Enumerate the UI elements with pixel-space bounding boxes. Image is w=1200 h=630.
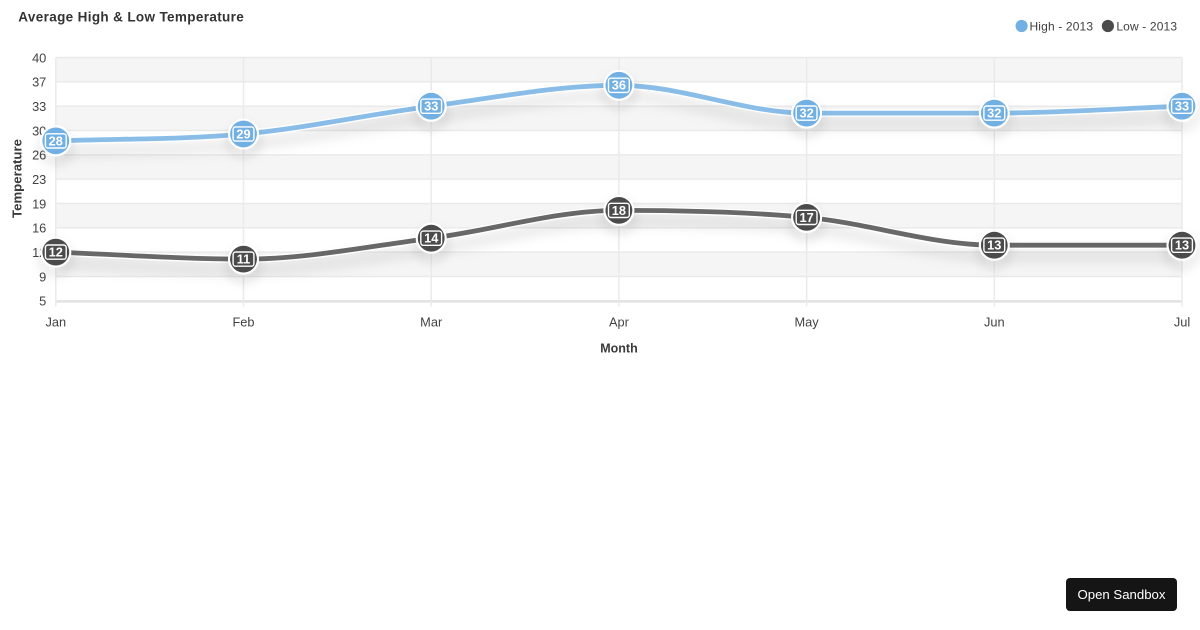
svg-text:18: 18	[612, 203, 626, 218]
svg-text:29: 29	[236, 126, 250, 141]
svg-text:33: 33	[1175, 99, 1189, 114]
svg-text:11: 11	[237, 252, 251, 267]
svg-text:Jun: Jun	[984, 314, 1005, 329]
svg-text:33: 33	[32, 99, 46, 114]
svg-text:14: 14	[424, 231, 439, 246]
svg-text:High - 2013: High - 2013	[1029, 20, 1093, 34]
svg-text:28: 28	[49, 133, 63, 148]
svg-text:Feb: Feb	[232, 314, 254, 329]
svg-text:13: 13	[1175, 238, 1189, 253]
svg-text:Apr: Apr	[609, 314, 630, 329]
svg-text:23: 23	[32, 172, 46, 187]
svg-text:Month: Month	[600, 342, 637, 356]
svg-text:Low - 2013: Low - 2013	[1116, 20, 1177, 34]
svg-text:17: 17	[799, 210, 813, 225]
svg-text:33: 33	[424, 99, 438, 114]
svg-text:32: 32	[987, 106, 1001, 121]
svg-text:36: 36	[612, 78, 626, 93]
svg-text:5: 5	[39, 294, 46, 309]
svg-text:12: 12	[49, 245, 63, 260]
svg-text:16: 16	[32, 221, 46, 236]
svg-text:26: 26	[32, 148, 46, 163]
svg-text:32: 32	[799, 106, 813, 121]
svg-text:19: 19	[32, 196, 46, 211]
svg-text:Average High & Low Temperature: Average High & Low Temperature	[18, 9, 244, 24]
svg-text:13: 13	[987, 238, 1001, 253]
svg-text:Temperature: Temperature	[10, 139, 25, 218]
svg-text:Jul: Jul	[1174, 314, 1190, 329]
svg-text:9: 9	[39, 269, 46, 284]
svg-text:May: May	[795, 314, 820, 329]
svg-text:Jan: Jan	[45, 314, 66, 329]
svg-text:40: 40	[32, 50, 46, 65]
svg-text:Mar: Mar	[420, 314, 443, 329]
svg-text:37: 37	[32, 75, 46, 90]
